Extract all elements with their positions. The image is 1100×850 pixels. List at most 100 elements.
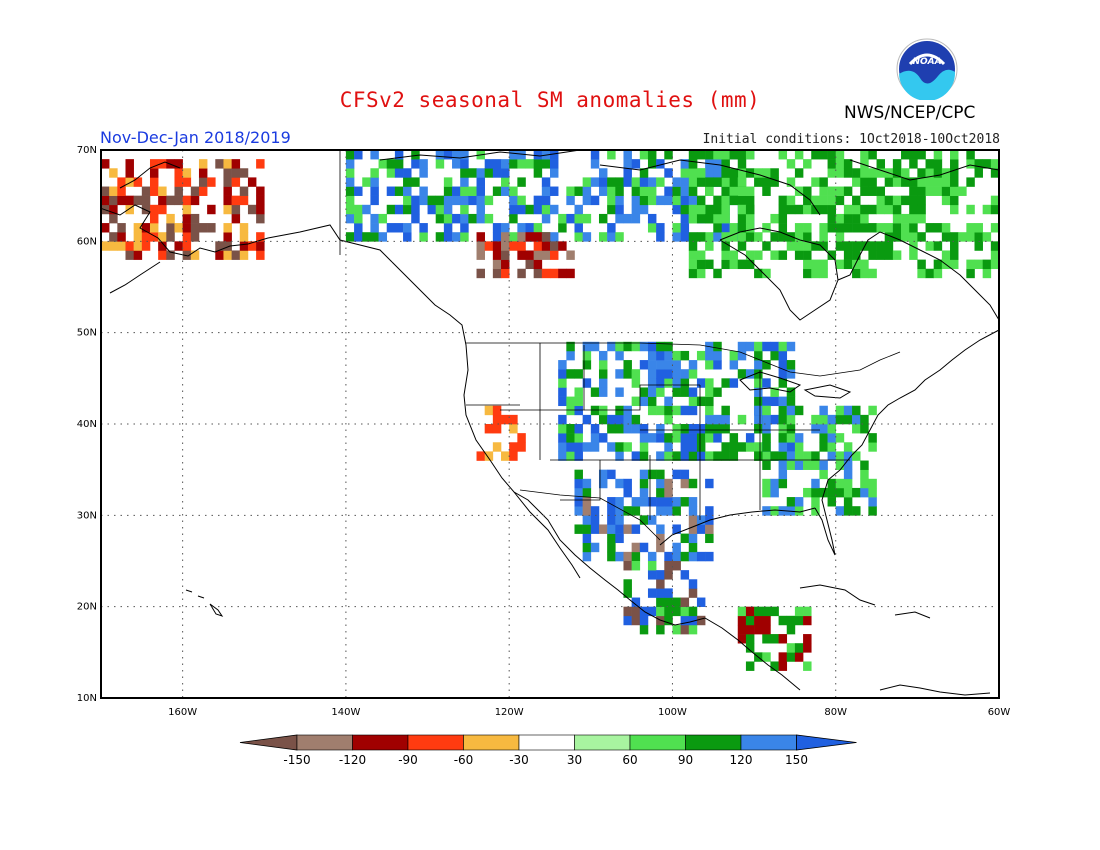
anomaly-cell [117, 177, 126, 187]
anomaly-cell [615, 451, 624, 461]
anomaly-cell [468, 186, 477, 196]
anomaly-cell [647, 186, 657, 196]
anomaly-cell [672, 378, 681, 388]
anomaly-cell [713, 150, 722, 160]
anomaly-cell [933, 150, 943, 160]
anomaly-cell [688, 506, 698, 516]
anomaly-cell [721, 378, 730, 388]
anomaly-cell [958, 186, 967, 196]
anomaly-cell [762, 615, 771, 626]
anomaly-cell [541, 204, 551, 215]
anomaly-cell [835, 150, 845, 160]
anomaly-cell [811, 424, 820, 434]
anomaly-cell [664, 414, 673, 425]
anomaly-cell [901, 195, 910, 206]
anomaly-cell [778, 405, 788, 416]
anomaly-cell [745, 661, 755, 671]
anomaly-cell [713, 213, 722, 224]
anomaly-cell [443, 186, 453, 196]
anomaly-cell [133, 232, 143, 242]
anomaly-cell [819, 460, 828, 470]
anomaly-cell [696, 150, 706, 160]
anomaly-cell [607, 497, 616, 507]
anomaly-cell [754, 341, 763, 352]
anomaly-cell [558, 424, 567, 434]
anomaly-cell [819, 268, 828, 279]
anomaly-cell [615, 186, 624, 196]
anomaly-cell [721, 442, 730, 452]
anomaly-cell [623, 615, 632, 626]
anomaly-cell [141, 223, 151, 233]
anomaly-cell [427, 195, 437, 206]
legend-swatch [352, 734, 409, 751]
anomaly-cell [647, 177, 657, 187]
anomaly-cell [884, 195, 894, 206]
anomaly-cell [615, 405, 624, 416]
anomaly-cell [403, 195, 412, 206]
anomaly-cell [705, 232, 714, 242]
anomaly-cell [925, 268, 934, 279]
anomaly-cell [656, 478, 665, 489]
anomaly-cell [705, 204, 714, 215]
anomaly-cell [941, 223, 951, 233]
anomaly-cell [198, 168, 208, 178]
anomaly-cell [541, 232, 551, 242]
anomaly-cell [631, 204, 641, 215]
anomaly-cell [868, 487, 877, 498]
anomaly-cell [917, 150, 926, 160]
anomaly-cell [819, 186, 828, 196]
anomaly-cell [386, 168, 396, 178]
anomaly-cell [517, 268, 526, 279]
anomaly-cell [680, 497, 690, 507]
anomaly-cell [590, 442, 600, 452]
anomaly-cell [607, 223, 616, 233]
anomaly-cell [990, 195, 999, 206]
anomaly-cell [427, 204, 437, 215]
anomaly-cell [639, 341, 649, 352]
anomaly-cell [803, 661, 812, 671]
anomaly-cell [705, 396, 714, 407]
anomaly-cell [672, 186, 681, 196]
anomaly-cell [166, 223, 175, 233]
anomaly-cell [688, 624, 698, 635]
anomaly-cell [950, 241, 959, 251]
anomaly-cell [656, 232, 665, 242]
anomaly-cell [607, 177, 616, 187]
anomaly-cell [639, 168, 649, 178]
lat-tick-label: 40N [77, 419, 97, 430]
anomaly-cell [754, 177, 763, 187]
anomaly-cell [411, 159, 420, 169]
anomaly-cell [656, 570, 665, 580]
anomaly-cell [696, 424, 706, 434]
anomaly-cell [713, 451, 722, 461]
anomaly-cell [582, 186, 592, 196]
anomaly-cell [762, 424, 771, 434]
anomaly-cell [607, 442, 616, 452]
anomaly-cell [394, 186, 404, 196]
anomaly-cell [819, 177, 828, 187]
anomaly-cell [223, 168, 232, 178]
anomaly-cell [386, 159, 396, 169]
anomaly-cell [182, 177, 192, 187]
anomaly-cell [811, 177, 820, 187]
anomaly-cell [803, 268, 812, 279]
anomaly-cell [141, 241, 151, 251]
anomaly-cell [182, 195, 192, 206]
anomaly-cell [778, 469, 788, 480]
anomaly-cell [558, 396, 567, 407]
anomaly-cell [843, 451, 853, 461]
anomaly-cell [688, 424, 698, 434]
anomaly-cell [672, 433, 681, 443]
anomaly-cell [231, 204, 241, 215]
anomaly-cell [770, 606, 779, 617]
anomaly-cell [794, 433, 804, 443]
anomaly-cell [974, 159, 983, 169]
anomaly-cell [370, 177, 379, 187]
anomaly-cell [354, 150, 363, 160]
anomaly-cell [247, 241, 257, 251]
anomaly-cell [721, 213, 730, 224]
anomaly-cell [737, 223, 747, 233]
anomaly-cell [590, 195, 600, 206]
anomaly-cell [509, 204, 518, 215]
anomaly-cell [811, 460, 820, 470]
